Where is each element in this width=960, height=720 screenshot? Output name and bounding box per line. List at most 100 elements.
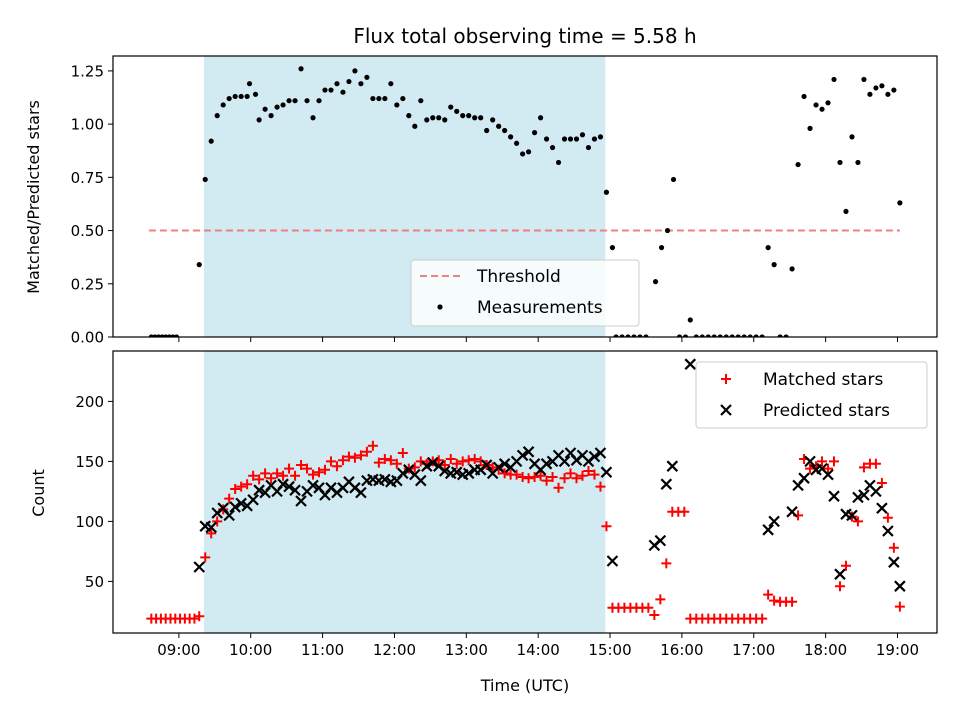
measurement-point [430, 115, 436, 121]
x-tick-label: 12:00 [373, 641, 416, 659]
legend-measurements-label: Measurements [477, 298, 603, 318]
legend-measurements-swatch [437, 304, 443, 310]
observing-window-shade [204, 351, 606, 633]
measurement-point [252, 91, 259, 97]
measurement-point [256, 117, 262, 123]
measurement-point [693, 334, 699, 337]
measurement-point [652, 279, 659, 285]
matched-star-point [870, 458, 881, 469]
predicted-star-point [846, 509, 858, 522]
measurement-point [454, 108, 460, 114]
predicted-star-point [522, 446, 535, 458]
y-tick-label: 0.75 [71, 169, 104, 187]
matched-star-point [337, 455, 348, 466]
matched-star-point [206, 528, 217, 539]
measurement-point [735, 334, 741, 337]
measurement-point [777, 334, 783, 337]
measurement-point [298, 66, 304, 72]
chart-title: Flux total observing time = 5.58 h [353, 24, 696, 48]
measurement-point [358, 81, 364, 87]
measurement-point [873, 85, 879, 91]
measurement-point [885, 91, 891, 97]
measurement-point [717, 334, 723, 337]
measurement-point [382, 95, 388, 102]
measurement-point [819, 106, 825, 112]
measurement-point [561, 136, 568, 142]
matched-star-point [655, 594, 666, 605]
x-axis-label: Time (UTC) [480, 676, 569, 695]
measurement-point [813, 102, 819, 108]
legend: Threshold Measurements [410, 259, 640, 327]
matched-star-point [278, 470, 289, 481]
measurement-point [484, 127, 490, 134]
matched-star-point [236, 481, 247, 492]
measurement-point [232, 93, 238, 100]
matched-star-point [852, 516, 863, 527]
matched-star-point [445, 454, 456, 464]
measurement-point [508, 134, 514, 140]
matched-star-point [451, 458, 462, 469]
measurement-point [208, 138, 214, 144]
measurement-point [849, 134, 855, 140]
measurement-point [442, 117, 448, 123]
predicted-star-point [804, 455, 816, 468]
predicted-star-point [654, 534, 667, 547]
matched-star-point [595, 481, 606, 492]
matched-star-point [397, 448, 408, 458]
measurement-point [879, 83, 885, 89]
axes-frame [112, 350, 938, 634]
measurement-point [825, 100, 831, 106]
matched-star-point [254, 474, 265, 485]
predicted-star-point [307, 479, 319, 492]
bottom-panel: 50 100 150 200 09:00 10:00 11:00 12:00 13:00 14:0… [75, 350, 938, 659]
measurement-point [771, 262, 777, 268]
measurement-point [741, 334, 747, 337]
predicted-star-point [516, 449, 529, 462]
measurement-point [591, 136, 598, 142]
measurement-point [891, 87, 897, 93]
predicted-star-point [870, 485, 882, 498]
predicted-star-point [379, 473, 391, 486]
legend-threshold-label: Threshold [476, 267, 561, 287]
measurement-point [400, 95, 406, 102]
matched-star-point [583, 466, 594, 476]
matched-star-point [224, 493, 235, 504]
measurement-point [310, 115, 316, 121]
measurement-point [789, 266, 795, 272]
matched-star-point [840, 560, 851, 571]
matched-star-point [882, 512, 893, 523]
matched-star-point [314, 467, 324, 478]
matched-star-point [212, 516, 223, 527]
measurement-point [418, 98, 424, 104]
matched-star-point [511, 469, 522, 480]
matched-star-point [876, 478, 887, 488]
predicted-star-point [540, 458, 553, 470]
measurement-point [531, 130, 538, 136]
measurement-point [478, 115, 484, 121]
measurement-point [220, 102, 226, 108]
matched-star-point [763, 589, 774, 600]
measurement-point [238, 93, 244, 100]
measurement-point [664, 227, 671, 234]
matched-star-point [248, 470, 259, 481]
measurement-point [783, 334, 789, 337]
measurement-point [555, 159, 562, 166]
measurement-point [448, 104, 454, 110]
measurement-point [364, 74, 370, 80]
matched-star-point [894, 601, 905, 612]
measurement-point [388, 81, 394, 87]
measurement-point [699, 334, 705, 337]
measurement-point [801, 93, 807, 100]
measurement-point [244, 93, 250, 100]
measurement-point [340, 89, 346, 95]
measurement-point [670, 176, 677, 183]
measurement-point [631, 334, 637, 337]
matched-star-point [242, 479, 253, 490]
measurement-point [412, 123, 418, 129]
predicted-star-point [462, 467, 475, 480]
measurement-point [643, 334, 649, 337]
matched-star-point [553, 482, 564, 493]
matched-star-point [517, 472, 528, 482]
measurement-point [292, 98, 298, 104]
matched-star-point [787, 596, 798, 607]
